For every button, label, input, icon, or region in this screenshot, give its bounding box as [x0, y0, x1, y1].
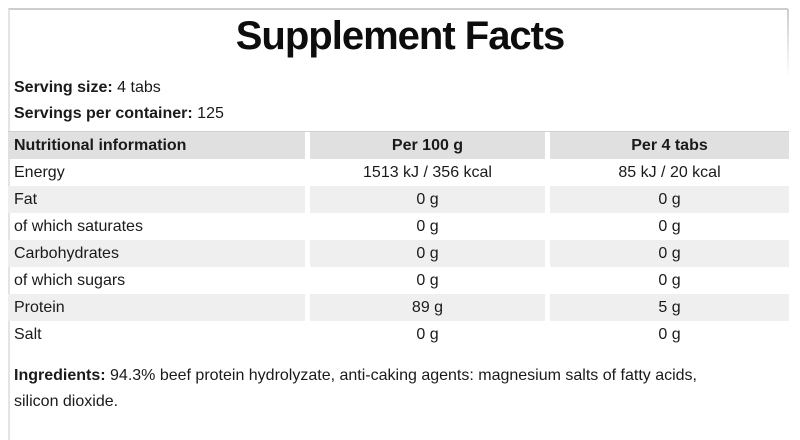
- row-label: Energy: [14, 163, 65, 181]
- row-value-per-100g: 0 g: [310, 186, 545, 213]
- ingredients-section: Ingredients: 94.3% beef protein hydrolyz…: [14, 363, 780, 415]
- row-label: of which saturates: [14, 217, 143, 235]
- row-value-per-4tabs: 5 g: [550, 294, 789, 321]
- table-row: of which saturates 0 g 0 g: [8, 213, 789, 240]
- row-value-per-100g: 89 g: [310, 294, 545, 321]
- table-row: Energy 1513 kJ / 356 kcal 85 kJ / 20 kca…: [8, 159, 789, 186]
- row-value-per-100g: 0 g: [310, 240, 545, 267]
- ingredients-text: 94.3% beef protein hydrolyzate, anti-cak…: [110, 367, 697, 384]
- table-row: Salt 0 g 0 g: [8, 321, 789, 348]
- row-value-per-4tabs: 0 g: [658, 271, 681, 289]
- row-value-per-100g: 0 g: [416, 325, 439, 343]
- serving-info: Serving size: 4 tabs Servings per contai…: [14, 75, 224, 127]
- row-value-per-4tabs: 0 g: [550, 240, 789, 267]
- ingredients-line-2: silicon dioxide.: [14, 393, 119, 410]
- page-title: Supplement Facts: [235, 14, 566, 58]
- row-label: of which sugars: [14, 271, 126, 289]
- row-value-per-100g: 0 g: [416, 271, 439, 289]
- label-frame-edge: [787, 9, 789, 79]
- row-value-per-100g: 0 g: [416, 217, 439, 235]
- header-per-4tabs: Per 4 tabs: [550, 132, 789, 159]
- servings-per-container-label: Servings per container:: [14, 105, 193, 122]
- table-row: of which sugars 0 g 0 g: [8, 267, 789, 294]
- table-row: Carbohydrates 0 g 0 g: [8, 240, 789, 267]
- ingredients-label: Ingredients:: [14, 367, 106, 384]
- ingredients-line-1: Ingredients: 94.3% beef protein hydrolyz…: [14, 363, 780, 389]
- table-row: Protein 89 g 5 g: [8, 294, 789, 321]
- header-nutritional-information: Nutritional information: [8, 132, 305, 159]
- row-value-per-4tabs: 85 kJ / 20 kcal: [618, 163, 721, 181]
- row-value-per-4tabs: 0 g: [550, 186, 789, 213]
- row-label: Carbohydrates: [8, 240, 305, 267]
- header-per-100g: Per 100 g: [310, 132, 545, 159]
- row-value-per-4tabs: 0 g: [658, 325, 681, 343]
- serving-size-label: Serving size:: [14, 79, 113, 96]
- row-label: Protein: [8, 294, 305, 321]
- servings-per-container-value: 125: [197, 105, 224, 122]
- nutrition-table: Nutritional information Per 100 g Per 4 …: [8, 131, 789, 348]
- table-row: Fat 0 g 0 g: [8, 186, 789, 213]
- row-label: Salt: [14, 325, 42, 343]
- servings-per-container-line: Servings per container: 125: [14, 101, 224, 127]
- table-header-row: Nutritional information Per 100 g Per 4 …: [8, 132, 789, 159]
- serving-size-line: Serving size: 4 tabs: [14, 75, 224, 101]
- row-value-per-100g: 1513 kJ / 356 kcal: [363, 163, 492, 181]
- row-value-per-4tabs: 0 g: [658, 217, 681, 235]
- row-label: Fat: [8, 186, 305, 213]
- serving-size-value: 4 tabs: [117, 79, 161, 96]
